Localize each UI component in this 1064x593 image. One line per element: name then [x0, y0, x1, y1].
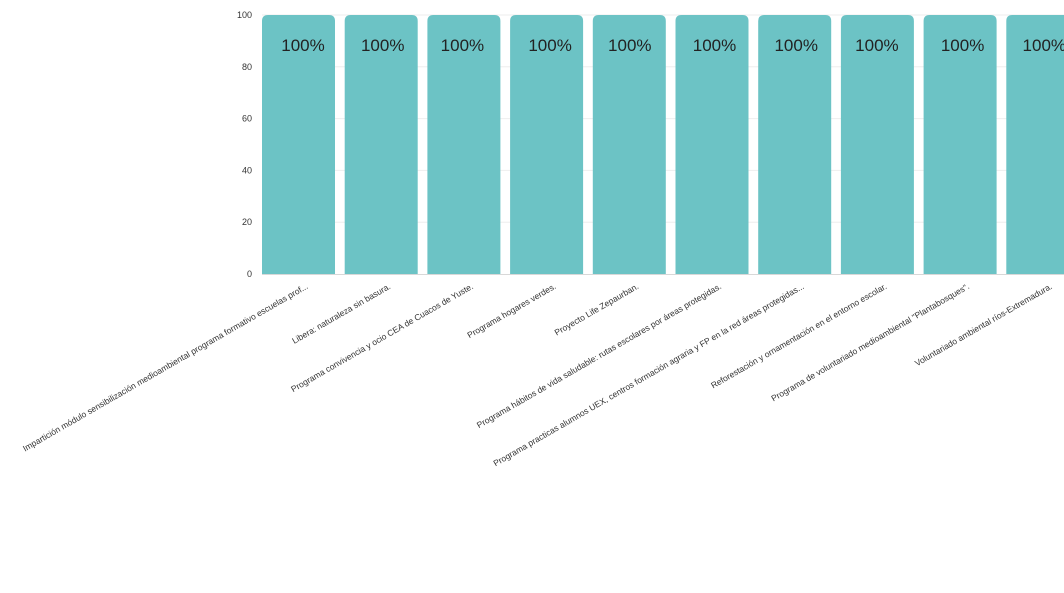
data-label: 100% — [608, 36, 651, 55]
bar — [1006, 15, 1064, 274]
data-label: 100% — [281, 36, 324, 55]
data-label: 100% — [941, 36, 984, 55]
bar — [923, 15, 997, 274]
category-label: Programa practicas alumnos UEX, centros … — [492, 281, 806, 468]
data-labels: 100% 100% 100% 100% 100% 100% 100% 100% 100% 100% — [281, 36, 1064, 55]
bar — [592, 15, 666, 274]
data-label: 100% — [528, 36, 571, 55]
y-tick-label: 0 — [247, 269, 252, 279]
bar — [840, 15, 914, 274]
bar — [675, 15, 749, 274]
data-label: 100% — [361, 36, 404, 55]
bar — [262, 15, 335, 274]
bar — [344, 15, 418, 274]
category-label: Proyecto Life Zepaurban. — [553, 281, 641, 337]
category-label: Reforestación y ornamentación en el ento… — [709, 281, 888, 390]
y-axis-ticks: 0 20 40 60 80 100 — [237, 10, 252, 279]
y-tick-label: 100 — [237, 10, 252, 20]
bars — [262, 15, 1064, 274]
data-label: 100% — [1023, 36, 1064, 55]
bar — [427, 15, 501, 274]
category-label: Programa hogares verdes. — [465, 281, 557, 340]
y-tick-label: 20 — [242, 217, 252, 227]
category-label: Impartición módulo sensibilización medio… — [21, 281, 310, 453]
y-tick-label: 80 — [242, 62, 252, 72]
bar — [758, 15, 832, 274]
y-tick-label: 60 — [242, 114, 252, 124]
data-label: 100% — [441, 36, 484, 55]
data-label: 100% — [693, 36, 736, 55]
data-label: 100% — [855, 36, 898, 55]
category-label: Voluntariado ambiental ríos-Extremadura. — [913, 281, 1054, 368]
category-label: Programa convivencia y ocio CEA de Cuaco… — [289, 281, 475, 394]
y-tick-label: 40 — [242, 165, 252, 175]
bar — [510, 15, 584, 274]
category-labels: Impartición módulo sensibilización medio… — [21, 281, 1054, 468]
data-label: 100% — [774, 36, 817, 55]
